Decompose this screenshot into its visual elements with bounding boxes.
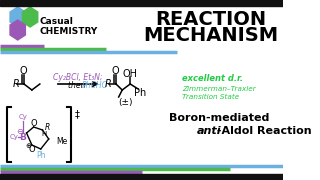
Text: R: R — [12, 79, 19, 89]
Text: Cy: Cy — [10, 134, 19, 140]
Text: excellent d.r.: excellent d.r. — [182, 73, 244, 82]
Text: then: then — [68, 80, 88, 89]
Text: MECHANISM: MECHANISM — [143, 26, 278, 44]
Text: Boron-mediated: Boron-mediated — [169, 113, 270, 123]
Text: Cy₂BCl, Et₃N;: Cy₂BCl, Et₃N; — [53, 73, 103, 82]
Text: anti: anti — [196, 126, 221, 136]
Text: Zimmerman–Traxler: Zimmerman–Traxler — [182, 86, 256, 92]
Text: Ph: Ph — [36, 152, 45, 161]
Bar — [0, 0, 284, 6]
Polygon shape — [10, 20, 25, 40]
Text: (±): (±) — [118, 98, 133, 107]
Bar — [0, 174, 284, 180]
Text: Casual: Casual — [40, 17, 74, 26]
Polygon shape — [22, 7, 38, 27]
Text: R: R — [45, 123, 51, 132]
Text: REACTION: REACTION — [155, 10, 266, 28]
Polygon shape — [10, 7, 25, 27]
Text: ⊕: ⊕ — [25, 143, 31, 149]
Text: PhCHO: PhCHO — [82, 80, 108, 89]
Text: OH: OH — [123, 69, 138, 79]
Text: O: O — [19, 66, 27, 76]
Text: O: O — [28, 145, 35, 154]
Text: B: B — [20, 132, 27, 141]
Text: O: O — [30, 118, 37, 127]
Text: Me: Me — [56, 136, 67, 145]
Text: O: O — [111, 66, 119, 76]
Text: Transition State: Transition State — [182, 94, 240, 100]
Text: Ph: Ph — [134, 88, 146, 98]
Text: -Aldol Reaction: -Aldol Reaction — [212, 126, 311, 136]
Text: H: H — [42, 131, 47, 137]
Text: R: R — [105, 79, 111, 89]
Text: Cy: Cy — [19, 114, 28, 120]
Text: ⊖: ⊖ — [16, 127, 23, 136]
Text: ‡: ‡ — [74, 109, 79, 119]
Text: CHEMISTRY: CHEMISTRY — [40, 26, 98, 35]
